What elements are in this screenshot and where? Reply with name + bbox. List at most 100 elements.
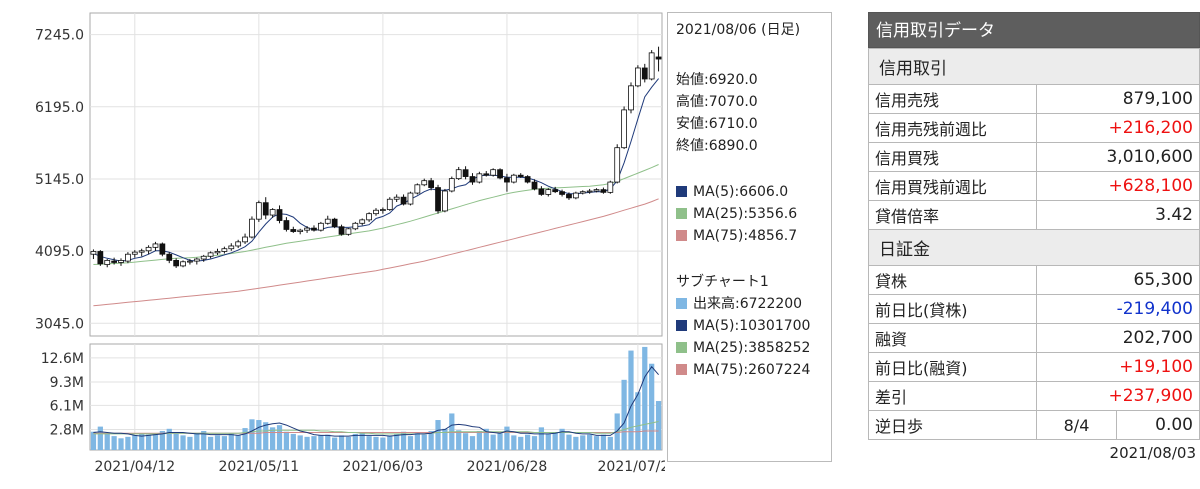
candle-body: [634, 67, 641, 87]
credit-row-value: 879,100: [1036, 84, 1200, 114]
date-tick-label: 2021/04/12: [94, 459, 175, 475]
volume-bar: [180, 435, 186, 450]
price-tick-label: 3045.0: [35, 316, 84, 332]
price-ma25-line: [93, 164, 659, 265]
candle-body: [393, 196, 400, 200]
volume-bar: [380, 437, 386, 450]
volume-bar: [442, 428, 448, 450]
volume-tick-label: 9.3M: [50, 375, 84, 391]
volume-bar: [469, 436, 476, 450]
volume-bar: [125, 436, 131, 450]
volume-bar: [263, 422, 269, 450]
candle-body: [249, 218, 255, 238]
volume-bar: [187, 436, 193, 450]
section-nisshokin: 日証金: [868, 229, 1200, 266]
candle-body: [483, 173, 490, 176]
info-open: 始値:6920.0: [676, 72, 758, 88]
candle-body: [400, 196, 407, 205]
volume-ma5-line: [93, 365, 659, 437]
info-close: 終値:6890.0: [676, 138, 758, 154]
candle-body: [276, 209, 283, 221]
candle-body: [193, 258, 200, 262]
candle-body: [345, 228, 352, 235]
candle-body: [621, 109, 627, 149]
volume-bar: [297, 435, 303, 450]
candle-body: [504, 177, 510, 183]
credit-row: 信用売残前週比 +216,200: [868, 113, 1200, 143]
candle-body: [373, 209, 379, 215]
legend-ma25: MA(25):5356.6: [676, 203, 797, 225]
candle-body: [469, 176, 476, 183]
volume-bar: [90, 431, 97, 450]
volume-bar: [338, 435, 345, 450]
vol-ma5-swatch-icon: [676, 320, 687, 331]
candle-body: [214, 251, 221, 254]
volume-bar: [352, 433, 358, 450]
legend-ma75: MA(75):4856.7: [676, 225, 797, 247]
credit-row-label: 融資: [868, 323, 1037, 353]
volume-bar: [256, 420, 262, 450]
candle-body: [262, 202, 269, 216]
volume-bar: [228, 433, 234, 450]
candle-body: [173, 260, 180, 267]
volume-bar: [559, 428, 565, 450]
candle-body: [517, 174, 524, 177]
volume-bar: [387, 435, 393, 450]
candle-body: [228, 245, 235, 250]
candle-body: [152, 243, 159, 248]
credit-row-label: 前日比(貸株): [868, 294, 1037, 324]
candle-body: [200, 255, 207, 260]
volume-bar: [111, 436, 117, 450]
volume-bar: [104, 433, 110, 450]
candle-body: [490, 169, 497, 176]
candle-body: [524, 176, 531, 183]
volume-bar: [593, 436, 600, 450]
volume-bar: [545, 433, 551, 450]
candle-body: [118, 260, 124, 263]
credit-row: 貸借倍率 3.42: [868, 200, 1200, 230]
candle-body: [510, 174, 517, 183]
candle-body: [125, 253, 131, 262]
credit-row: 前日比(貸株) -219,400: [868, 294, 1200, 324]
price-pane: [89, 12, 663, 337]
gyaku-hibu-row: 逆日歩 8/4 0.00: [868, 410, 1200, 440]
gyaku-hibu-value: 0.00: [1116, 410, 1200, 440]
chart-info-panel: 2021/08/06 (日足) 始値:6920.0 高値:7070.0 安値:6…: [667, 12, 832, 462]
volume-bar: [242, 428, 248, 450]
stock-chart[interactable]: 7245.0 6195.0 5145.0 4095.0 3045.0 12.6M 9.3M 6…: [0, 0, 665, 489]
legend-vol-ma5: MA(5):10301700: [676, 315, 810, 337]
credit-data-date: 2021/08/03: [1109, 444, 1196, 462]
candle-body: [290, 229, 297, 232]
credit-row-label: 信用売残: [868, 84, 1037, 114]
volume-bar: [580, 435, 586, 450]
credit-panel-title: 信用取引データ: [868, 12, 1200, 48]
price-tick-label: 7245.0: [35, 28, 84, 44]
credit-row: 貸株 65,300: [868, 265, 1200, 295]
credit-row: 融資 202,700: [868, 323, 1200, 353]
credit-row: 差引 +237,900: [868, 381, 1200, 411]
credit-row-value: 3.42: [1036, 200, 1200, 230]
volume-bar: [173, 432, 179, 450]
candle-body: [187, 260, 193, 263]
volume-tick-label: 12.6M: [41, 351, 84, 367]
candle-body: [311, 227, 317, 231]
volume-bar: [462, 433, 469, 450]
credit-row-value: 65,300: [1036, 265, 1200, 295]
volume-bar: [145, 434, 152, 450]
credit-row-label: 前日比(融資): [868, 352, 1037, 382]
candle-body: [407, 192, 414, 205]
volume-bar: [207, 436, 214, 450]
volume-bar: [276, 425, 283, 450]
legend-vol-ma75: MA(75):2607224: [676, 359, 810, 381]
info-high: 高値:7070.0: [676, 94, 758, 110]
candle-body: [600, 189, 607, 193]
candle-body: [111, 260, 118, 263]
volume-bar: [283, 431, 290, 450]
candle-body: [455, 169, 462, 180]
volume-bar: [118, 438, 124, 450]
candle-body: [145, 246, 152, 252]
candle-body: [552, 189, 559, 193]
credit-row-value: +19,100: [1036, 352, 1200, 382]
candle-body: [304, 227, 310, 231]
volume-bar: [552, 432, 558, 450]
